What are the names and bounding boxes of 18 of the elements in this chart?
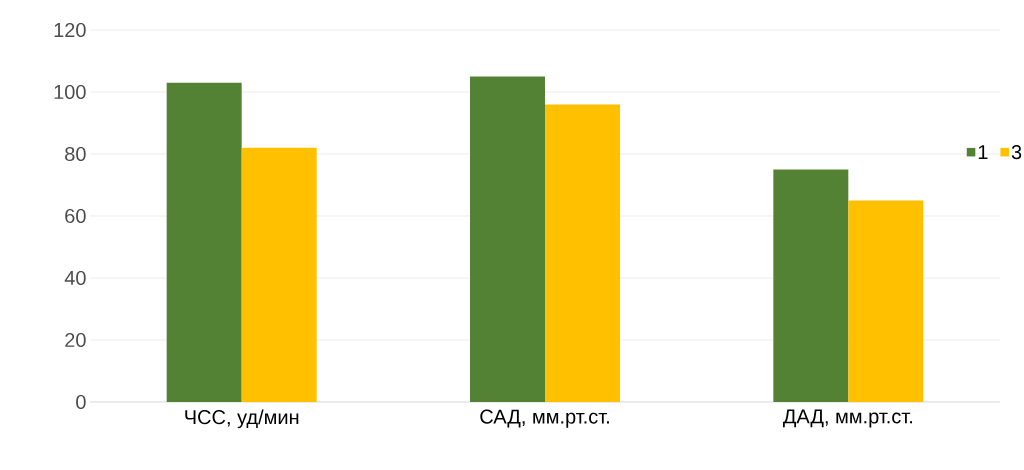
- x-tick-label: ЧСС, уд/мин: [185, 409, 299, 429]
- bar: [470, 76, 546, 402]
- y-tick-label: 0: [76, 394, 86, 410]
- bar: [166, 82, 242, 402]
- y-tick-label: 100: [54, 84, 86, 100]
- y-tick-label: 60: [65, 208, 86, 224]
- bar: [848, 200, 924, 402]
- x-tick-label: САД, мм.рт.ст.: [480, 409, 609, 428]
- y-tick-label: 80: [65, 146, 86, 162]
- bar: [773, 169, 849, 402]
- y-tick-label: 20: [65, 332, 86, 348]
- y-tick-label: 40: [64, 270, 86, 286]
- x-tick-label: ДАД, мм.рт.ст.: [783, 409, 913, 428]
- bar: [545, 104, 621, 402]
- bar: [241, 147, 317, 402]
- legend-label: 1: [978, 145, 988, 159]
- legend-label: 3: [1011, 145, 1022, 160]
- y-tick-label: 120: [54, 22, 86, 38]
